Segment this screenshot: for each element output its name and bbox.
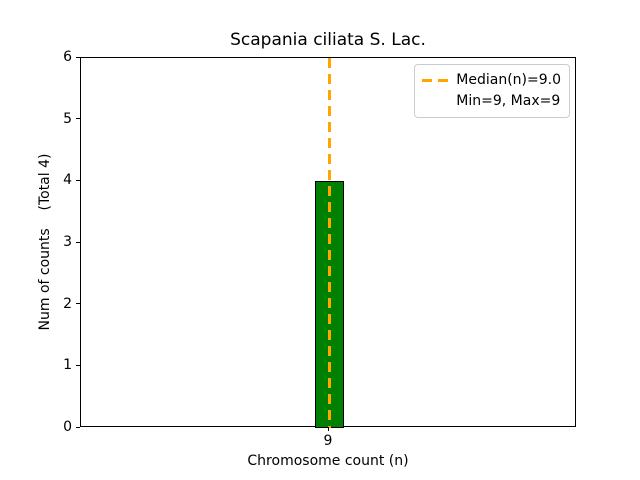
y-tick-mark — [76, 179, 80, 181]
median-line — [327, 58, 331, 428]
legend-no-marker — [422, 100, 448, 103]
x-tick-mark — [327, 427, 329, 431]
y-tick-label: 4 — [63, 172, 72, 189]
y-tick-label: 6 — [63, 49, 72, 65]
y-tick-mark — [76, 118, 80, 120]
y-tick-label: 1 — [63, 357, 72, 374]
legend-entry-label: Median(n)=9.0 — [456, 72, 561, 88]
y-tick-mark — [76, 426, 80, 428]
chart-title: Scapania ciliata S. Lac. — [230, 30, 426, 50]
legend-dashed-line-icon — [422, 79, 449, 82]
y-tick-label: 0 — [63, 419, 72, 435]
legend-entry: Min=9, Max=9 — [422, 91, 561, 112]
y-tick-mark — [76, 241, 80, 243]
y-tick-mark — [76, 303, 80, 305]
legend-entry-label: Min=9, Max=9 — [456, 93, 561, 109]
legend: Median(n)=9.0 Min=9, Max=9 — [414, 64, 570, 118]
y-tick-mark — [76, 56, 80, 58]
y-tick-label: 3 — [63, 234, 72, 250]
y-tick-mark — [76, 364, 80, 366]
legend-entry: Median(n)=9.0 — [422, 70, 561, 91]
y-tick-label: 5 — [63, 110, 72, 127]
x-tick-label: 9 — [323, 433, 333, 449]
x-axis-label: Chromosome count (n) — [247, 453, 409, 469]
y-tick-label: 2 — [63, 295, 72, 312]
plot-area: Median(n)=9.0 Min=9, Max=9 — [80, 57, 576, 428]
